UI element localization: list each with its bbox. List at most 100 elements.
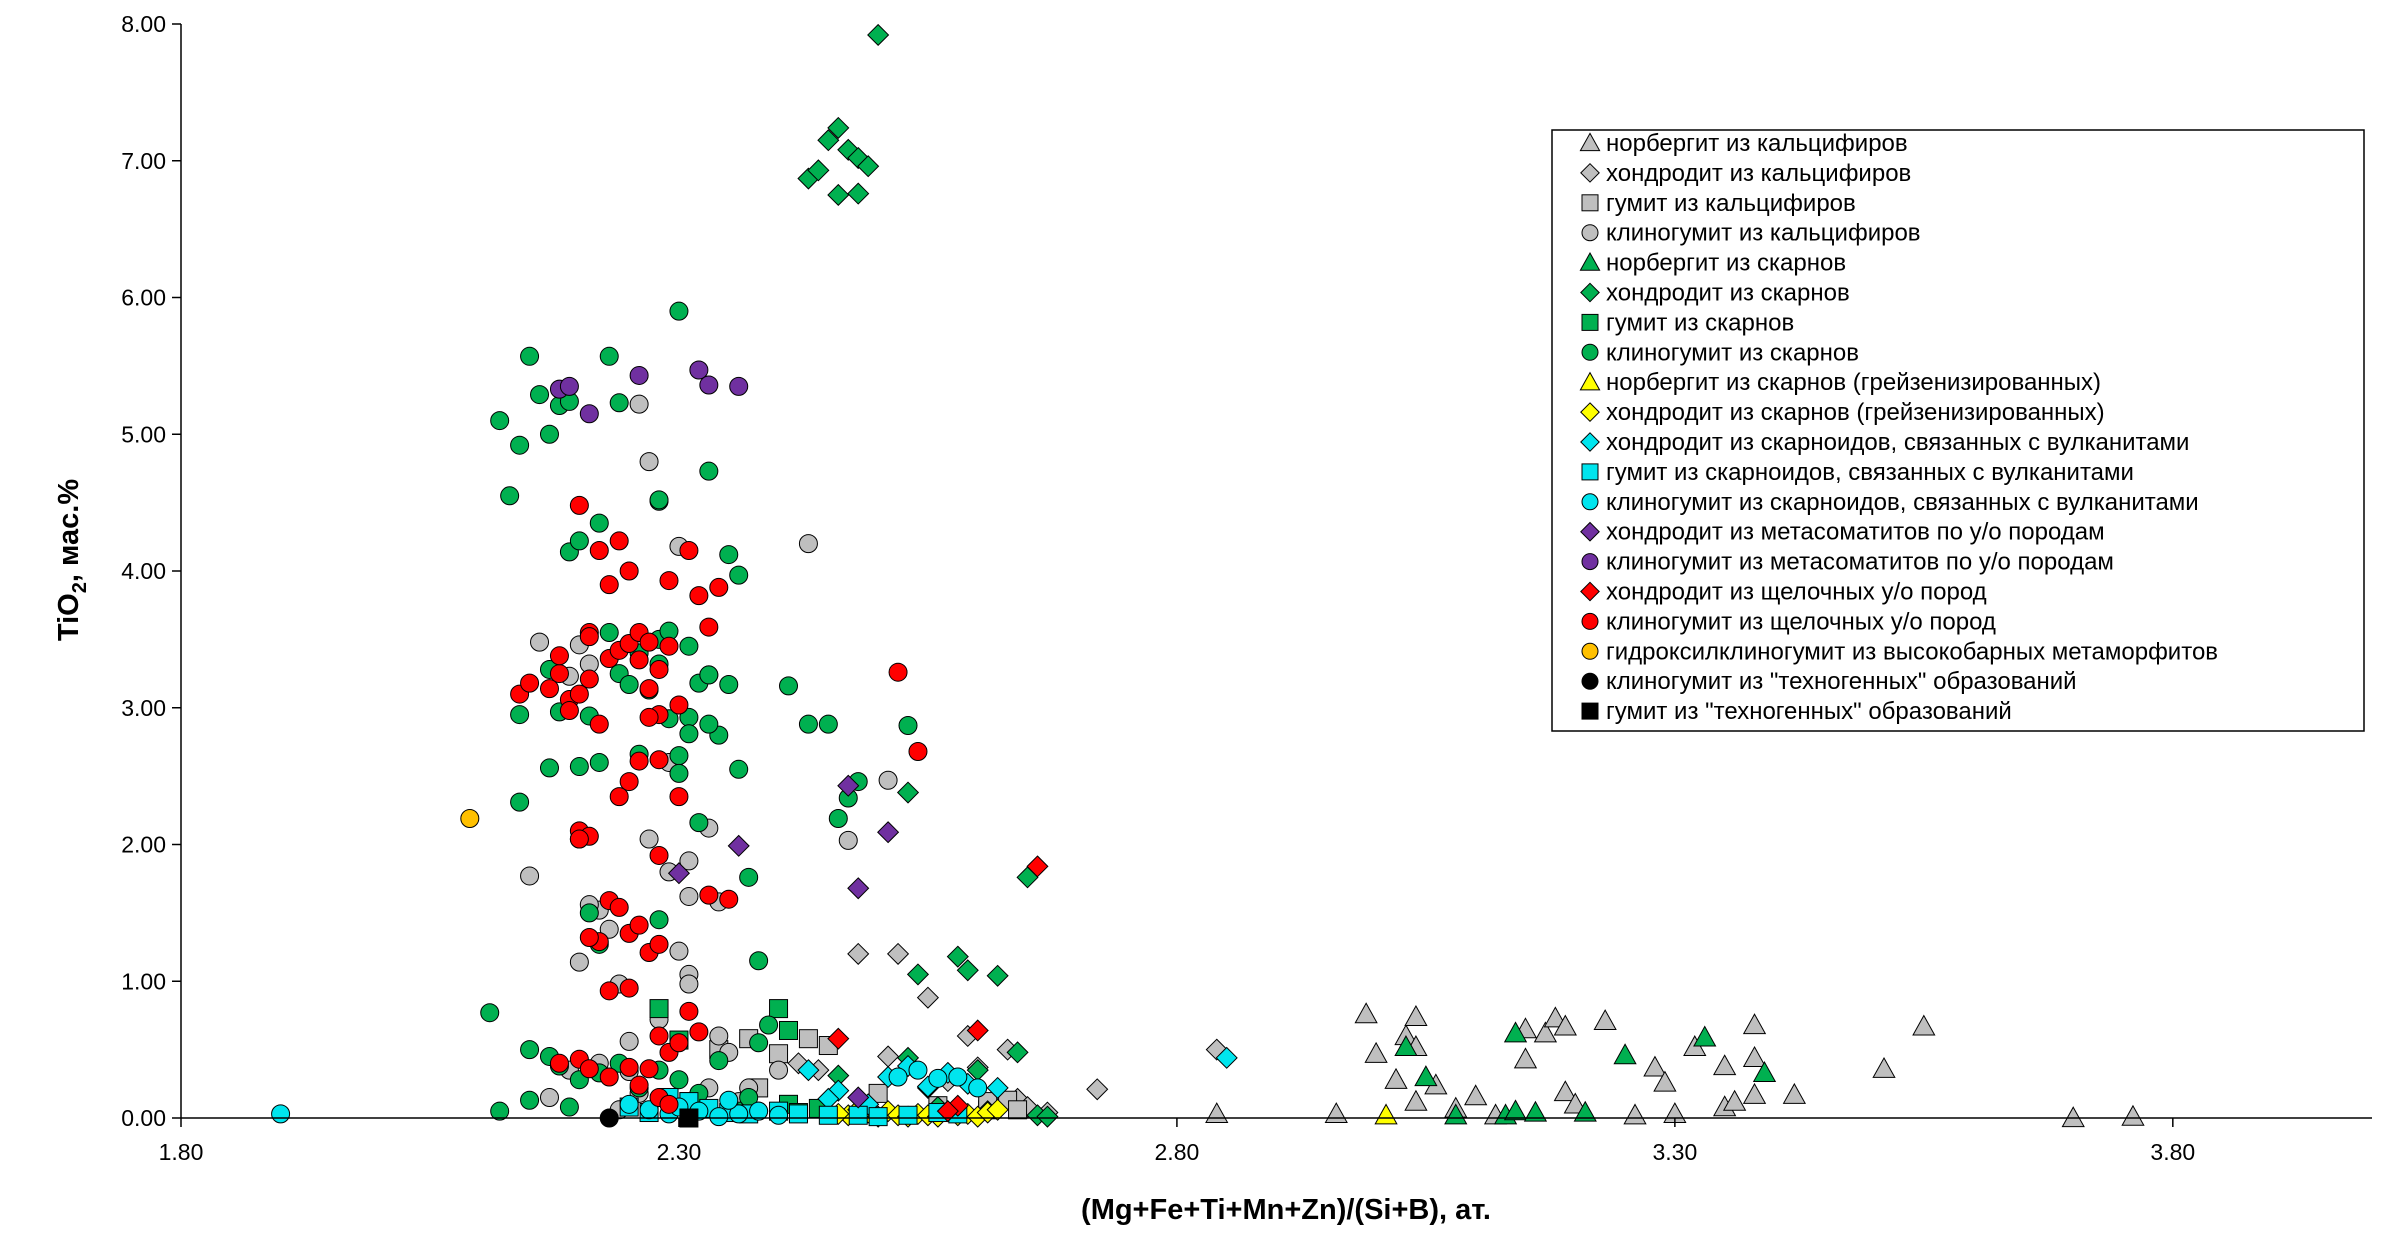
y-tick-label: 7.00 [121,148,166,174]
data-point [619,561,639,581]
data-point [649,1026,669,1046]
data-point [569,757,589,777]
legend-label: хондродит из кальцифиров [1606,160,1911,187]
data-point [490,411,510,431]
data-point [559,376,579,396]
data-point [599,346,619,366]
data-point [539,424,559,444]
data-point [749,1033,769,1053]
legend-item: клиногумит из щелочных у/о пород [1581,608,1996,635]
data-point [837,774,860,797]
legend-item: гумит из скарноидов, связанных с вулкани… [1581,459,2134,486]
data-point [868,1107,888,1127]
data-point [868,1083,888,1103]
data-point [867,23,890,46]
data-point [520,1040,540,1060]
data-point [599,919,619,939]
data-point [539,758,559,778]
data-point [1593,1009,1617,1031]
data-point [619,1094,639,1114]
data-point [689,1022,709,1042]
legend-marker [1581,702,1599,720]
legend-label: гидроксилклиногумит из высокобарных мета… [1606,638,2218,665]
legend-item: клиногумит из кальцифиров [1581,220,1921,247]
data-point [906,963,930,986]
x-tick-label: 2.30 [657,1139,702,1165]
y-axis-title-tail: , мас.% [53,479,85,582]
data-point [948,1067,968,1087]
data-point [779,676,799,696]
data-point [589,714,609,734]
data-point [530,385,550,405]
series-5 [797,23,1059,1128]
legend-label: норбергит из скарнов (грейзенизированных… [1606,369,2101,396]
y-axis-title-subscript: 2 [69,582,91,593]
data-point [510,705,530,725]
data-point [898,1105,918,1125]
data-point [549,1053,569,1073]
data-point [619,1031,639,1051]
legend-marker [1580,282,1600,303]
data-point [1782,1082,1807,1104]
data-point [699,375,719,395]
x-tick-label: 3.30 [1652,1139,1697,1165]
series-8 [1374,1103,1398,1125]
data-point [739,867,759,887]
legend-item: клиногумит из метасоматитов по у/о пород… [1581,549,2114,576]
data-point [798,714,818,734]
data-point [559,1097,579,1117]
legend-marker [1581,612,1599,630]
legend-marker [1581,642,1599,660]
data-point [886,942,910,965]
legend-marker [1581,493,1599,511]
legend-item: клиногумит из "техногенных" образований [1581,668,2077,695]
data-point [669,301,689,321]
data-point [649,934,669,954]
data-point [847,877,870,900]
data-point [579,927,599,947]
legend-marker [1581,672,1599,690]
data-point [649,845,669,865]
data-point [649,750,669,770]
data-point [649,910,669,930]
y-tick-label: 2.00 [121,832,166,858]
legend-label: клиногумит из скарноидов, связанных с ву… [1606,489,2199,516]
data-point [480,1003,500,1023]
series-16 [510,495,928,1114]
data-point [827,116,850,139]
legend-item: хондродит из кальцифиров [1580,160,1911,187]
data-point [729,759,749,779]
data-point [569,495,589,515]
data-point [639,829,659,849]
data-point [1872,1056,1896,1078]
data-point [729,565,749,585]
y-tick-label: 4.00 [121,558,166,584]
data-point [857,155,880,178]
data-point [769,999,789,1019]
data-point [579,669,599,689]
data-point [936,1100,959,1123]
data-point [1036,1105,1059,1128]
data-point [689,586,709,606]
data-point [1354,1002,1378,1024]
legend-label: клиногумит из метасоматитов по у/о пород… [1606,549,2114,576]
data-point [769,1044,789,1064]
data-point [629,1075,649,1095]
data-point [798,1029,818,1049]
legend-marker [1581,463,1599,481]
data-point [1364,1041,1388,1063]
data-point [847,942,870,965]
data-point [1086,1078,1109,1101]
data-point [500,486,520,506]
legend-label: хондродит из скарноидов, связанных с вул… [1606,429,2189,456]
data-point [619,1057,639,1077]
data-point [956,959,979,982]
data-point [1613,1043,1637,1065]
data-point [599,1067,619,1087]
data-point [1553,1014,1577,1036]
legend-label: клиногумит из скарнов [1606,339,1859,366]
series-4 [1394,1021,1777,1125]
data-point [639,707,659,727]
series-7 [480,301,918,1121]
data-point [986,964,1009,987]
